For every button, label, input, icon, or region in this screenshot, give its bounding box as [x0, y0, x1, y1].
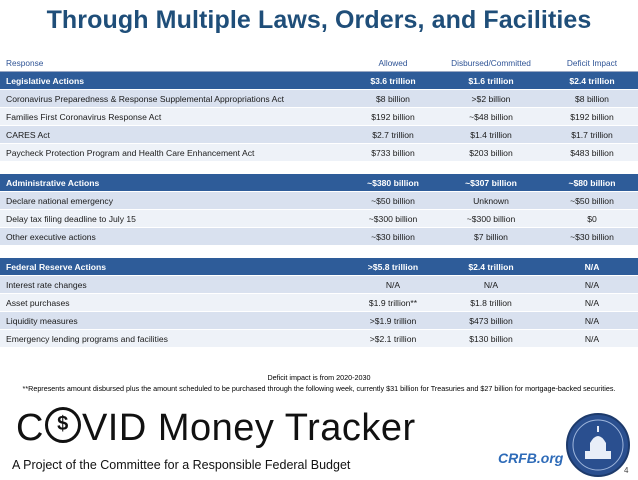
table-row: Delay tax filing deadline to July 15 ~$30…	[0, 209, 638, 228]
coin-symbol: $	[57, 413, 69, 435]
table-cell: $0	[546, 209, 638, 228]
page-number: 4	[624, 466, 629, 475]
deficit-footnote: Deficit impact is from 2020-2030	[267, 373, 371, 382]
section-header-cell: ~$307 billion	[436, 174, 546, 192]
table-cell: $1.8 trillion	[436, 293, 546, 312]
table-cell: $7 billion	[436, 227, 546, 246]
table-cell: $130 billion	[436, 329, 546, 348]
table-header-row: Response Allowed Disbursed/Committed Def…	[0, 55, 638, 72]
asset-footnote: **Represents amount disbursed plus the a…	[22, 384, 616, 393]
crfb-link[interactable]: CRFB.org	[498, 450, 564, 466]
table-cell: >$2 billion	[436, 89, 546, 108]
table-cell: Liquidity measures	[0, 311, 350, 330]
table-cell: $1.4 trillion	[436, 125, 546, 144]
table-row: Declare national emergency ~$50 billion Un…	[0, 191, 638, 210]
section-header-cell: Federal Reserve Actions	[0, 258, 350, 276]
table-cell: $2.7 trillion	[350, 125, 436, 144]
table-row: Coronavirus Preparedness & Response Supp…	[0, 89, 638, 108]
tagline: A Project of the Committee for a Respons…	[12, 458, 351, 472]
section-header-cell: Legislative Actions	[0, 71, 350, 90]
section-header-cell: $2.4 trillion	[436, 258, 546, 276]
table-cell: N/A	[350, 275, 436, 294]
table-cell: ~$50 billion	[350, 191, 436, 210]
table-cell: N/A	[436, 275, 546, 294]
slide-title: Through Multiple Laws, Orders, and Facil…	[46, 6, 592, 34]
table-row: Other executive actions ~$30 billion $7 bi…	[0, 227, 638, 246]
table-cell: Delay tax filing deadline to July 15	[0, 209, 350, 228]
table-cell: Declare national emergency	[0, 191, 350, 210]
table-cell: ~$300 billion	[350, 209, 436, 228]
response-table: Response Allowed Disbursed/Committed Def…	[0, 55, 638, 348]
table-cell: Asset purchases	[0, 293, 350, 312]
table-cell: N/A	[546, 293, 638, 312]
table-cell: Unknown	[436, 191, 546, 210]
table-cell: $8 billion	[350, 89, 436, 108]
col-header-allowed: Allowed	[350, 55, 436, 72]
section-header-cell: ~$80 billion	[546, 174, 638, 192]
coin-icon: $	[44, 407, 81, 443]
section-header-row: Federal Reserve Actions >$5.8 trillion $2.…	[0, 258, 638, 276]
table-cell: >$1.9 trillion	[350, 311, 436, 330]
section-gap	[0, 245, 638, 258]
table-row: Emergency lending programs and facilitie…	[0, 329, 638, 348]
table-cell: Coronavirus Preparedness & Response Supp…	[0, 89, 350, 108]
table-cell: N/A	[546, 329, 638, 348]
table-row: Asset purchases $1.9 trillion** $1.8 trill…	[0, 293, 638, 312]
table-row: Interest rate changes N/A N/A N/A	[0, 275, 638, 294]
table-row: CARES Act $2.7 trillion $1.4 trillion $1.7 …	[0, 125, 638, 144]
section-header-cell: N/A	[546, 258, 638, 276]
table-cell: Emergency lending programs and facilitie…	[0, 329, 350, 348]
gap-cell	[0, 161, 638, 174]
table-row: Liquidity measures >$1.9 trillion $473 bil…	[0, 311, 638, 330]
table-cell: $1.7 trillion	[546, 125, 638, 144]
col-header-response: Response	[0, 55, 350, 72]
section-header-cell: >$5.8 trillion	[350, 258, 436, 276]
table-cell: $8 billion	[546, 89, 638, 108]
section-gap	[0, 161, 638, 174]
table-cell: $733 billion	[350, 143, 436, 162]
col-header-disbursed: Disbursed/Committed	[436, 55, 546, 72]
section-header-cell: $3.6 trillion	[350, 71, 436, 90]
logo-text-part2: VID Money Tracker	[81, 407, 416, 449]
gap-cell	[0, 245, 638, 258]
table-cell: $1.9 trillion**	[350, 293, 436, 312]
table-cell: ~$300 billion	[436, 209, 546, 228]
table-cell: ~$30 billion	[546, 227, 638, 246]
table-cell: CARES Act	[0, 125, 350, 144]
table-cell: $473 billion	[436, 311, 546, 330]
covid-money-tracker-logo: C $ VID Money Tracker	[16, 407, 416, 450]
table-row: Families First Coronavirus Response Act $…	[0, 107, 638, 126]
section-header-cell: $1.6 trillion	[436, 71, 546, 90]
table-cell: $192 billion	[546, 107, 638, 126]
table-cell: $192 billion	[350, 107, 436, 126]
table-cell: ~$48 billion	[436, 107, 546, 126]
section-header-cell: Administrative Actions	[0, 174, 350, 192]
capitol-seal-icon	[566, 413, 630, 477]
section-header-cell: ~$380 billion	[350, 174, 436, 192]
table-cell: Other executive actions	[0, 227, 350, 246]
table-cell: N/A	[546, 275, 638, 294]
table-row: Paycheck Protection Program and Health C…	[0, 143, 638, 162]
table-cell: >$2.1 trillion	[350, 329, 436, 348]
table-cell: Paycheck Protection Program and Health C…	[0, 143, 350, 162]
section-header-row: Administrative Actions ~$380 billion ~$307…	[0, 174, 638, 192]
table-cell: $203 billion	[436, 143, 546, 162]
section-header-row: Legislative Actions $3.6 trillion $1.6 tri…	[0, 71, 638, 90]
table-cell: Families First Coronavirus Response Act	[0, 107, 350, 126]
table-cell: ~$30 billion	[350, 227, 436, 246]
col-header-deficit: Deficit Impact	[546, 55, 638, 72]
table-cell: ~$50 billion	[546, 191, 638, 210]
logo-text-part1: C	[16, 407, 44, 449]
table-cell: N/A	[546, 311, 638, 330]
table-cell: $483 billion	[546, 143, 638, 162]
section-header-cell: $2.4 trillion	[546, 71, 638, 90]
table-cell: Interest rate changes	[0, 275, 350, 294]
